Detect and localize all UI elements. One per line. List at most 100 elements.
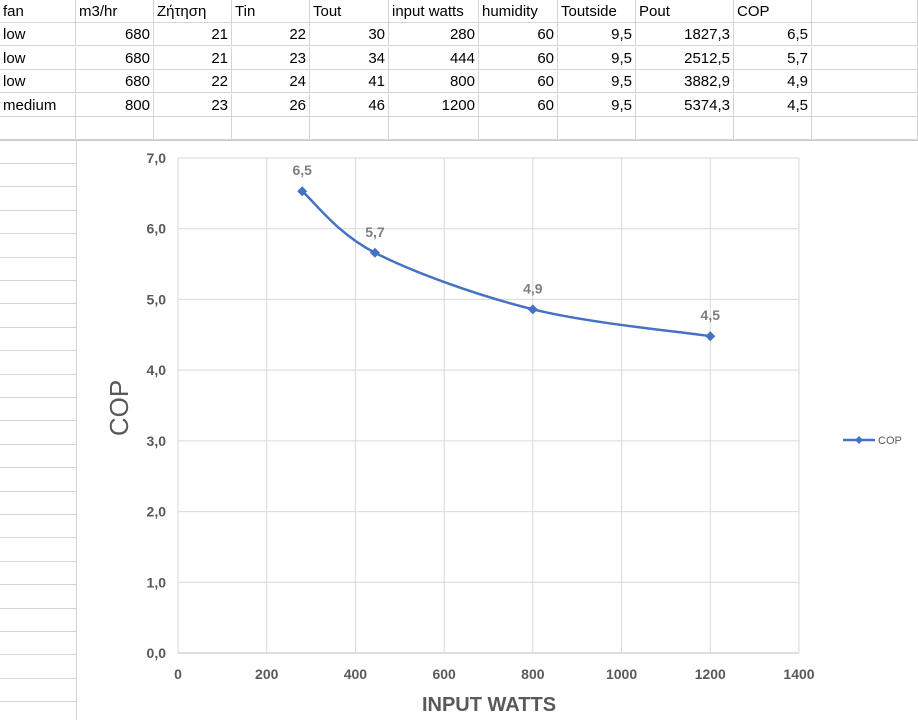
- x-tick-label: 400: [344, 666, 368, 682]
- gridlines: [177, 157, 800, 654]
- table-cell[interactable]: 1200: [389, 93, 479, 117]
- data-label: 4,9: [523, 280, 543, 296]
- table-cell[interactable]: 23: [154, 93, 232, 117]
- y-tick-labels: 0,0 1,0 2,0 3,0 4,0 5,0 6,0 7,0: [147, 150, 167, 661]
- data-point-marker[interactable]: [297, 186, 308, 197]
- table-row: low 680 21 23 34 444 60 9,5 2512,5 5,7: [0, 46, 918, 70]
- table-cell[interactable]: 30: [310, 23, 389, 47]
- header-cell[interactable]: Toutside: [558, 0, 636, 23]
- row-gridline: [0, 327, 76, 328]
- table-cell[interactable]: [0, 117, 76, 140]
- table-cell[interactable]: 2512,5: [636, 46, 734, 70]
- table-cell[interactable]: 60: [479, 70, 558, 94]
- table-cell[interactable]: [389, 117, 479, 140]
- table-cell[interactable]: 4,5: [734, 93, 812, 117]
- header-cell[interactable]: COP: [734, 0, 812, 23]
- table-cell[interactable]: 22: [154, 70, 232, 94]
- legend-label: COP: [878, 435, 902, 447]
- table-cell[interactable]: 5,7: [734, 46, 812, 70]
- table-cell[interactable]: low: [0, 70, 76, 94]
- table-cell[interactable]: 680: [76, 46, 154, 70]
- table-cell[interactable]: 34: [310, 46, 389, 70]
- table-cell[interactable]: low: [0, 23, 76, 47]
- table-cell[interactable]: 3882,9: [636, 70, 734, 94]
- row-gridline: [0, 186, 76, 187]
- row-gridline: [0, 163, 76, 164]
- table-cell[interactable]: [232, 117, 310, 140]
- x-tick-label: 0: [174, 666, 182, 682]
- table-cell[interactable]: 280: [389, 23, 479, 47]
- table-cell[interactable]: [479, 117, 558, 140]
- table-cell[interactable]: 9,5: [558, 23, 636, 47]
- header-cell[interactable]: Pout: [636, 0, 734, 23]
- table-row: low 680 22 24 41 800 60 9,5 3882,9 4,9: [0, 70, 918, 94]
- table-cell[interactable]: [154, 117, 232, 140]
- row-gridline: [0, 280, 76, 281]
- chart-object[interactable]: 0,0 1,0 2,0 3,0 4,0 5,0 6,0 7,0 0 200 400 600 800 10…: [78, 141, 918, 720]
- table-cell[interactable]: 1827,3: [636, 23, 734, 47]
- table-cell[interactable]: 800: [389, 70, 479, 94]
- table-cell[interactable]: 60: [479, 46, 558, 70]
- header-cell[interactable]: Ζήτηση: [154, 0, 232, 23]
- series-cop: 6,5 5,7 4,9 4,5: [292, 162, 720, 342]
- table-cell[interactable]: medium: [0, 93, 76, 117]
- table-cell[interactable]: [636, 117, 734, 140]
- data-label: 5,7: [365, 224, 385, 240]
- x-tick-label: 1200: [695, 666, 726, 682]
- data-point-marker[interactable]: [705, 331, 716, 342]
- table-cell[interactable]: [812, 46, 918, 70]
- row-gridline: [0, 584, 76, 585]
- table-cell[interactable]: 9,5: [558, 70, 636, 94]
- table-cell[interactable]: 26: [232, 93, 310, 117]
- row-gridline: [0, 608, 76, 609]
- row-gridline: [0, 257, 76, 258]
- table-cell[interactable]: [812, 93, 918, 117]
- table-cell[interactable]: 6,5: [734, 23, 812, 47]
- row-gridline: [0, 678, 76, 679]
- row-gridline: [0, 444, 76, 445]
- data-point-marker[interactable]: [369, 247, 380, 258]
- table-cell[interactable]: 444: [389, 46, 479, 70]
- table-cell[interactable]: 5374,3: [636, 93, 734, 117]
- x-tick-label: 1000: [606, 666, 637, 682]
- header-cell[interactable]: Tout: [310, 0, 389, 23]
- legend[interactable]: COP: [843, 435, 902, 447]
- y-tick-label: 3,0: [147, 433, 167, 449]
- table-cell[interactable]: 60: [479, 23, 558, 47]
- table-cell[interactable]: [76, 117, 154, 140]
- header-cell[interactable]: humidity: [479, 0, 558, 23]
- table-cell[interactable]: [812, 23, 918, 47]
- table-cell[interactable]: [812, 117, 918, 140]
- header-cell[interactable]: m3/hr: [76, 0, 154, 23]
- table-cell[interactable]: 680: [76, 70, 154, 94]
- table-cell[interactable]: [734, 117, 812, 140]
- table-cell[interactable]: 4,9: [734, 70, 812, 94]
- x-tick-label: 1400: [783, 666, 814, 682]
- table-cell[interactable]: 9,5: [558, 46, 636, 70]
- table-header-row: fan m3/hr Ζήτηση Tin Tout input watts humidity…: [0, 0, 918, 23]
- table-cell[interactable]: [310, 117, 389, 140]
- header-cell[interactable]: input watts: [389, 0, 479, 23]
- table-cell[interactable]: 23: [232, 46, 310, 70]
- table-cell[interactable]: 9,5: [558, 93, 636, 117]
- header-cell[interactable]: [812, 0, 918, 23]
- table-cell[interactable]: [812, 70, 918, 94]
- table-cell[interactable]: low: [0, 46, 76, 70]
- data-point-marker[interactable]: [527, 304, 538, 315]
- table-cell[interactable]: 800: [76, 93, 154, 117]
- table-cell[interactable]: 41: [310, 70, 389, 94]
- table-cell[interactable]: 21: [154, 46, 232, 70]
- table-cell[interactable]: 46: [310, 93, 389, 117]
- series-line: [301, 190, 711, 338]
- table-cell[interactable]: 24: [232, 70, 310, 94]
- row-gridline: [0, 701, 76, 702]
- table-cell[interactable]: 21: [154, 23, 232, 47]
- header-cell[interactable]: Tin: [232, 0, 310, 23]
- table-cell[interactable]: 22: [232, 23, 310, 47]
- table-cell[interactable]: 60: [479, 93, 558, 117]
- table-cell[interactable]: 680: [76, 23, 154, 47]
- header-cell[interactable]: fan: [0, 0, 76, 23]
- table-cell[interactable]: [558, 117, 636, 140]
- cop-chart[interactable]: 0,0 1,0 2,0 3,0 4,0 5,0 6,0 7,0 0 200 400 600 800 10…: [78, 141, 918, 720]
